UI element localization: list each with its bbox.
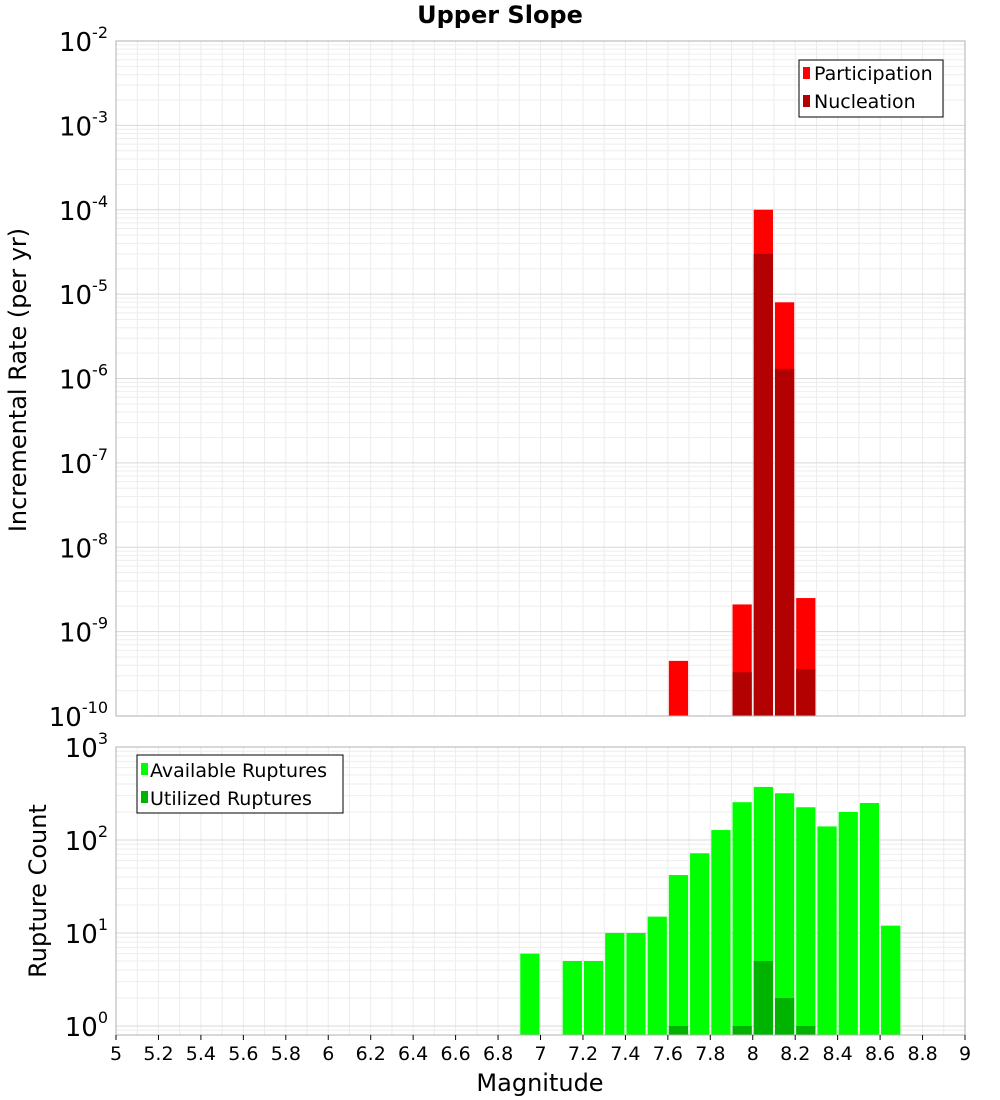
bottom-bar-available-ruptures [859, 802, 880, 1035]
legend-swatch-nucleation [803, 95, 810, 107]
chart-title: Upper Slope [417, 1, 583, 29]
bottom-legend-box [136, 754, 344, 814]
legend-swatch-utilized [141, 791, 148, 803]
bottom-bar-available-ruptures [796, 807, 816, 1035]
legend-label-nucleation: Nucleation [814, 91, 916, 113]
top-gridlines [115, 40, 966, 717]
bottom-bar-available-ruptures [562, 960, 582, 1035]
x-tick-label: 6.2 [356, 1043, 386, 1065]
bottom-bar-available-ruptures [626, 932, 646, 1035]
top-y-axis-label: Incremental Rate (per yr) [4, 228, 32, 532]
bottom-bar-utilized-ruptures [668, 1025, 689, 1035]
bottom-bar-available-ruptures [520, 953, 540, 1035]
bottom-bar-available-ruptures [774, 793, 795, 1035]
top-bar-nucleation [732, 672, 752, 716]
y-tick-label: 10-3 [59, 107, 108, 142]
y-tick-label: 102 [65, 822, 108, 857]
bottom-bar-available-ruptures [817, 826, 837, 1035]
x-tick-label: 8 [747, 1043, 759, 1065]
y-tick-label: 10-2 [59, 23, 108, 58]
bottom-bar-available-ruptures [668, 875, 689, 1035]
bottom-bar-available-ruptures [711, 830, 731, 1035]
y-tick-label: 100 [65, 1008, 108, 1043]
bottom-bar-utilized-ruptures [796, 1025, 816, 1035]
top-bar-participation [668, 660, 689, 716]
bottom-bar-available-ruptures [732, 802, 752, 1035]
x-tick-label: 8.2 [780, 1043, 810, 1065]
bottom-bar-utilized-ruptures [753, 960, 773, 1035]
top-bar-nucleation [774, 368, 795, 716]
x-tick-label: 5.8 [271, 1043, 301, 1065]
bottom-bar-available-ruptures [605, 932, 625, 1035]
bottom-bar-available-ruptures [881, 925, 901, 1035]
y-tick-label: 101 [65, 915, 108, 950]
x-tick-label: 5.6 [228, 1043, 258, 1065]
x-tick-label: 6.8 [483, 1043, 513, 1065]
x-tick-label: 9 [959, 1043, 971, 1065]
top-bar-nucleation [753, 253, 773, 716]
legend-label-participation: Participation [814, 63, 933, 85]
bottom-y-axis-label: Rupture Count [24, 804, 52, 978]
top-legend-box [798, 59, 944, 118]
x-tick-label: 8.6 [865, 1043, 895, 1065]
top-legend: Participation Nucleation [798, 59, 944, 118]
x-tick-label: 6.4 [398, 1043, 428, 1065]
x-tick-label: 6 [322, 1043, 334, 1065]
legend-label-utilized: Utilized Ruptures [150, 788, 312, 810]
y-tick-label: 103 [65, 729, 108, 764]
x-tick-label: 8.8 [907, 1043, 937, 1065]
top-bars [668, 209, 816, 716]
y-tick-label: 10-5 [59, 276, 108, 311]
legend-swatch-participation [803, 67, 810, 79]
top-plot-border [115, 40, 966, 717]
x-tick-label: 5.2 [143, 1043, 173, 1065]
y-tick-label: 10-6 [59, 361, 108, 396]
legend-swatch-available [141, 763, 148, 775]
bottom-bars [520, 786, 901, 1035]
bottom-legend: Available Ruptures Utilized Ruptures [136, 754, 344, 814]
bottom-bar-available-ruptures [583, 960, 604, 1035]
x-axis-label: Magnitude [476, 1069, 603, 1097]
x-tick-label: 7 [534, 1043, 546, 1065]
y-tick-label: 10-8 [59, 529, 108, 564]
x-tick-label: 8.4 [823, 1043, 853, 1065]
bottom-bar-utilized-ruptures [774, 997, 795, 1035]
y-tick-label: 10-7 [59, 445, 108, 480]
y-tick-label: 10-10 [49, 698, 108, 733]
y-tick-label: 10-9 [59, 614, 108, 649]
bottom-bar-utilized-ruptures [732, 1025, 752, 1035]
x-tick-label: 5.4 [186, 1043, 216, 1065]
x-tick-label: 7.6 [653, 1043, 683, 1065]
x-tick-label: 7.8 [695, 1043, 725, 1065]
x-tick-label: 7.2 [568, 1043, 598, 1065]
x-tick-labels: 5 5.2 5.4 5.6 5.8 6 6.2 6.4 6.6 6.8 7 7.2 7.4 7.6 7.8 8… [110, 1035, 971, 1065]
top-y-tick-labels: 10-10 10-9 10-8 10-7 10-6 10-5 10-4 10-3 10-2 [49, 23, 108, 733]
bottom-bar-available-ruptures [690, 853, 710, 1035]
bottom-bar-available-ruptures [838, 812, 858, 1035]
y-tick-label: 10-4 [59, 192, 108, 227]
x-tick-label: 6.6 [440, 1043, 470, 1065]
legend-label-available: Available Ruptures [150, 760, 327, 782]
x-tick-label: 7.4 [610, 1043, 640, 1065]
top-bar-nucleation [796, 669, 816, 716]
bottom-bar-available-ruptures [647, 916, 667, 1035]
x-tick-label: 5 [110, 1043, 122, 1065]
bottom-y-tick-labels: 100 101 102 103 [65, 729, 108, 1043]
